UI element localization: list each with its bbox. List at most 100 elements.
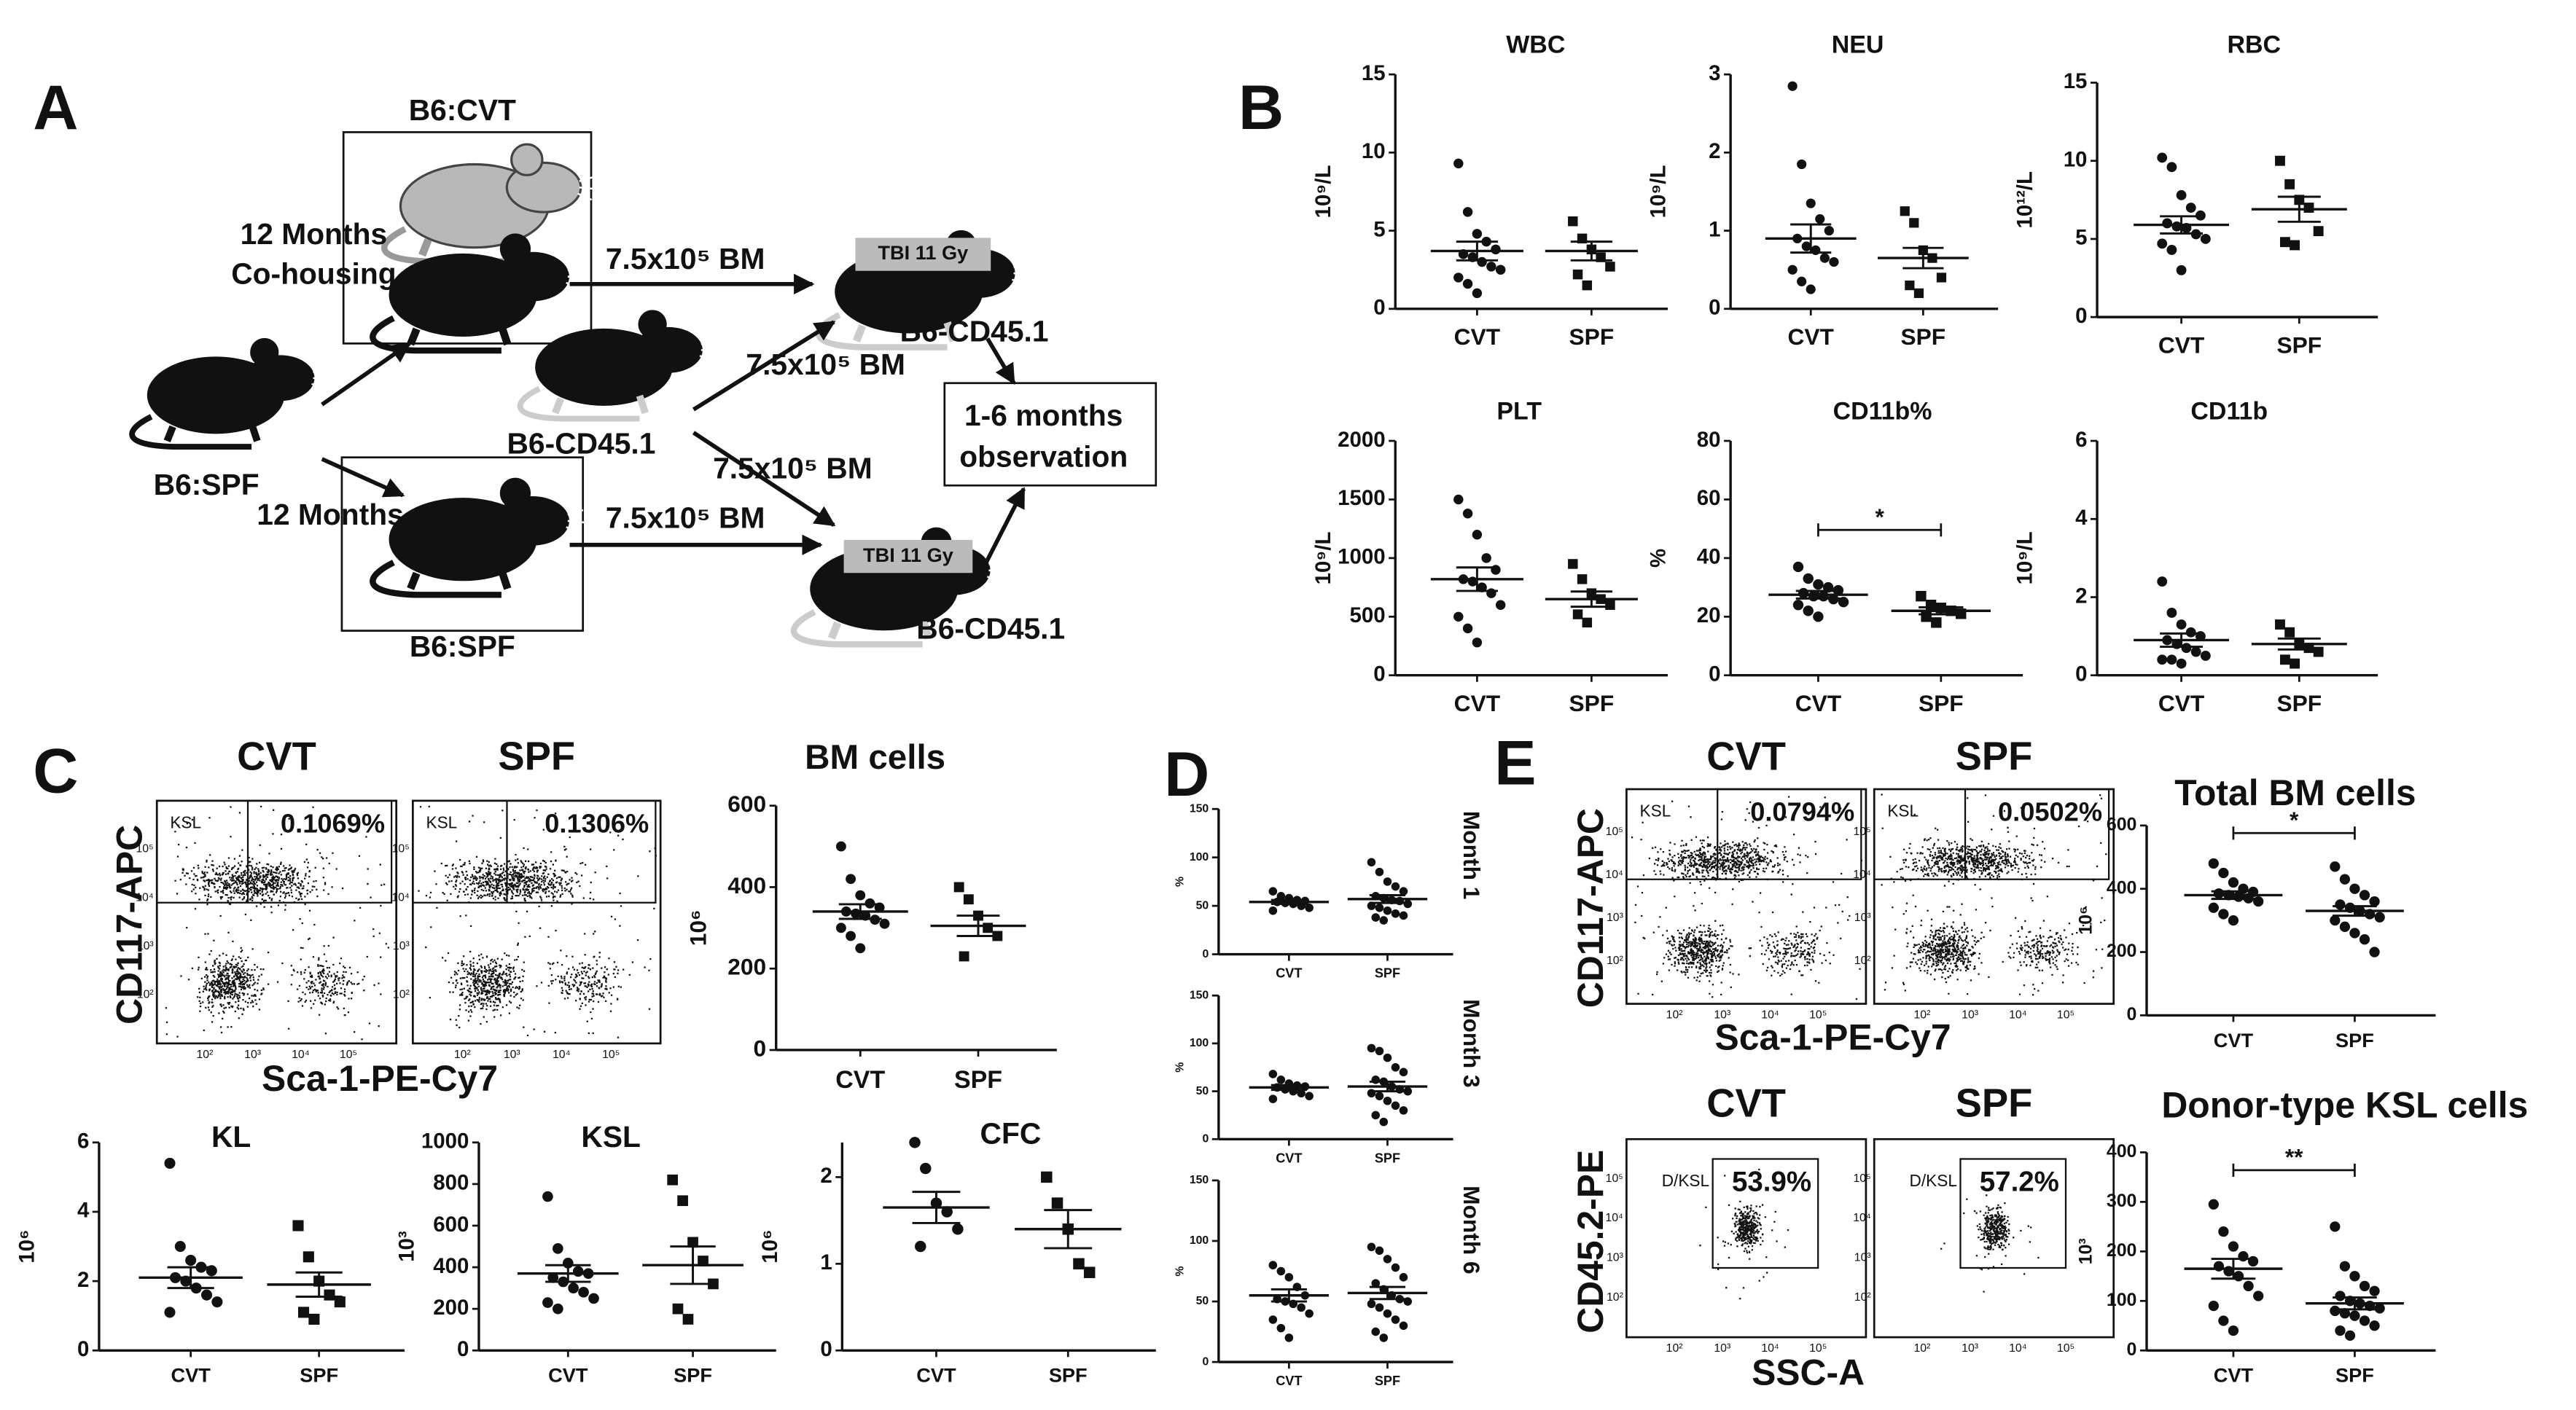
data-point xyxy=(855,943,866,954)
data-point xyxy=(1268,906,1278,915)
data-point xyxy=(553,1243,563,1254)
data-point xyxy=(2233,1271,2244,1282)
y-tick-label: 15 xyxy=(2064,69,2088,93)
flow-x-tick-label: 10⁵ xyxy=(1809,1342,1827,1355)
flow-gate-name: D/KSL xyxy=(1662,1171,1709,1190)
flow-gate xyxy=(1712,1158,1819,1269)
data-point xyxy=(1305,903,1314,912)
data-point xyxy=(1797,276,1807,286)
y-tick-label: 600 xyxy=(2107,814,2137,834)
y-axis-label: % xyxy=(1174,1062,1187,1073)
y-tick-label: 50 xyxy=(1196,1295,1209,1307)
flow-x-tick-label: 10⁴ xyxy=(292,1049,310,1061)
y-tick-label: 0 xyxy=(1709,662,1720,686)
flow-x-label: SSC-A xyxy=(1752,1352,1865,1393)
data-point xyxy=(1041,1171,1053,1183)
data-point xyxy=(879,918,890,929)
data-point xyxy=(1297,1089,1305,1098)
flow-x-label: Sca-1-PE-Cy7 xyxy=(1715,1017,1951,1058)
y-tick-label: 150 xyxy=(1190,802,1209,815)
data-point xyxy=(2157,576,2168,587)
data-point xyxy=(2243,1280,2254,1292)
flow-x-label: Sca-1-PE-Cy7 xyxy=(262,1058,498,1099)
data-point xyxy=(1375,1092,1384,1100)
data-point xyxy=(2339,1308,2351,1319)
data-point xyxy=(2284,627,2295,638)
diagram-label: TBI 11 Gy xyxy=(863,544,953,566)
data-point xyxy=(1453,273,1464,283)
flow-title: CVT xyxy=(237,735,316,779)
data-point xyxy=(2374,1303,2385,1314)
data-point xyxy=(1486,588,1496,598)
data-point xyxy=(1383,1255,1392,1264)
flow-y-tick-label: 10⁵ xyxy=(1853,1172,1870,1185)
x-tick-label: SPF xyxy=(1375,1151,1400,1165)
data-point xyxy=(1813,579,1824,590)
flow-x-tick-label: 10³ xyxy=(244,1049,261,1061)
data-point xyxy=(1276,1076,1286,1084)
x-tick-label: CVT xyxy=(2158,332,2205,358)
y-axis-label: 10⁹/L xyxy=(1311,165,1335,219)
data-point xyxy=(1391,1062,1400,1072)
data-point xyxy=(1453,611,1464,622)
data-point xyxy=(1572,269,1583,280)
flow-events xyxy=(1881,794,2110,996)
data-point xyxy=(2185,627,2196,638)
data-point xyxy=(1399,911,1408,920)
flow-y-tick-label: 10⁵ xyxy=(1606,826,1623,838)
diagram-label: B6:CVT xyxy=(409,93,516,127)
data-point xyxy=(1472,529,1483,540)
sem-bar xyxy=(1369,1285,1406,1301)
sem-bar xyxy=(2160,215,2204,235)
flow-gate xyxy=(1959,1158,2067,1269)
sem-bar xyxy=(167,1266,214,1290)
data-point xyxy=(1819,253,1830,263)
y-axis-label: 10⁶ xyxy=(15,1229,39,1263)
data-point xyxy=(2303,203,2314,213)
chart-title: KL xyxy=(211,1120,251,1154)
data-point xyxy=(1925,600,1937,611)
data-point xyxy=(2344,1330,2356,1342)
flow-y-tick-label: 10² xyxy=(1854,1291,1871,1304)
data-point xyxy=(855,890,866,901)
x-tick-label: CVT xyxy=(916,1364,956,1387)
y-tick-label: 2 xyxy=(1709,139,1720,163)
data-point xyxy=(2330,861,2341,872)
chart-title: Month 3 xyxy=(1459,999,1485,1088)
sem-bar xyxy=(2333,905,2377,917)
data-point xyxy=(2335,1325,2346,1336)
diagram-label: 12 Months xyxy=(257,498,404,531)
chart-title: CD11b xyxy=(2190,397,2268,425)
y-tick-label: 0 xyxy=(1373,662,1385,686)
data-point xyxy=(2369,1320,2380,1331)
data-point xyxy=(846,874,856,885)
diagram-label: 7.5x10⁵ BM xyxy=(713,452,873,485)
x-tick-label: SPF xyxy=(1569,690,1615,716)
diagram-shapes xyxy=(132,131,1158,644)
flow-events xyxy=(165,805,389,1041)
y-tick-label: 50 xyxy=(1196,899,1209,912)
y-tick-label: 500 xyxy=(1350,603,1386,627)
data-point xyxy=(2369,896,2380,907)
flow-title: SPF xyxy=(1956,735,2033,779)
x-tick-label: SPF xyxy=(954,1066,1002,1094)
data-point xyxy=(2349,1271,2360,1282)
data-point xyxy=(1787,81,1798,91)
data-point xyxy=(1462,623,1473,634)
data-point xyxy=(185,1255,197,1266)
flow-y-tick-label: 10³ xyxy=(1854,912,1871,924)
significance-bracket xyxy=(2232,826,2356,840)
x-tick-label: CVT xyxy=(1276,1374,1302,1388)
y-tick-label: 100 xyxy=(1190,851,1209,863)
flow-x-tick-label: 10² xyxy=(196,1049,213,1061)
data-point xyxy=(2349,928,2360,939)
data-point xyxy=(1367,1242,1376,1252)
flow-y-label: CD45.2-PE xyxy=(1570,1150,1611,1333)
flow-gate xyxy=(1717,788,1862,880)
data-point xyxy=(2279,654,2290,665)
data-point xyxy=(2218,1226,2229,1237)
data-point xyxy=(1375,1046,1384,1056)
flow-title: SPF xyxy=(1956,1081,2033,1125)
flow-x-tick-label: 10² xyxy=(454,1049,471,1061)
data-point xyxy=(1818,590,1829,602)
